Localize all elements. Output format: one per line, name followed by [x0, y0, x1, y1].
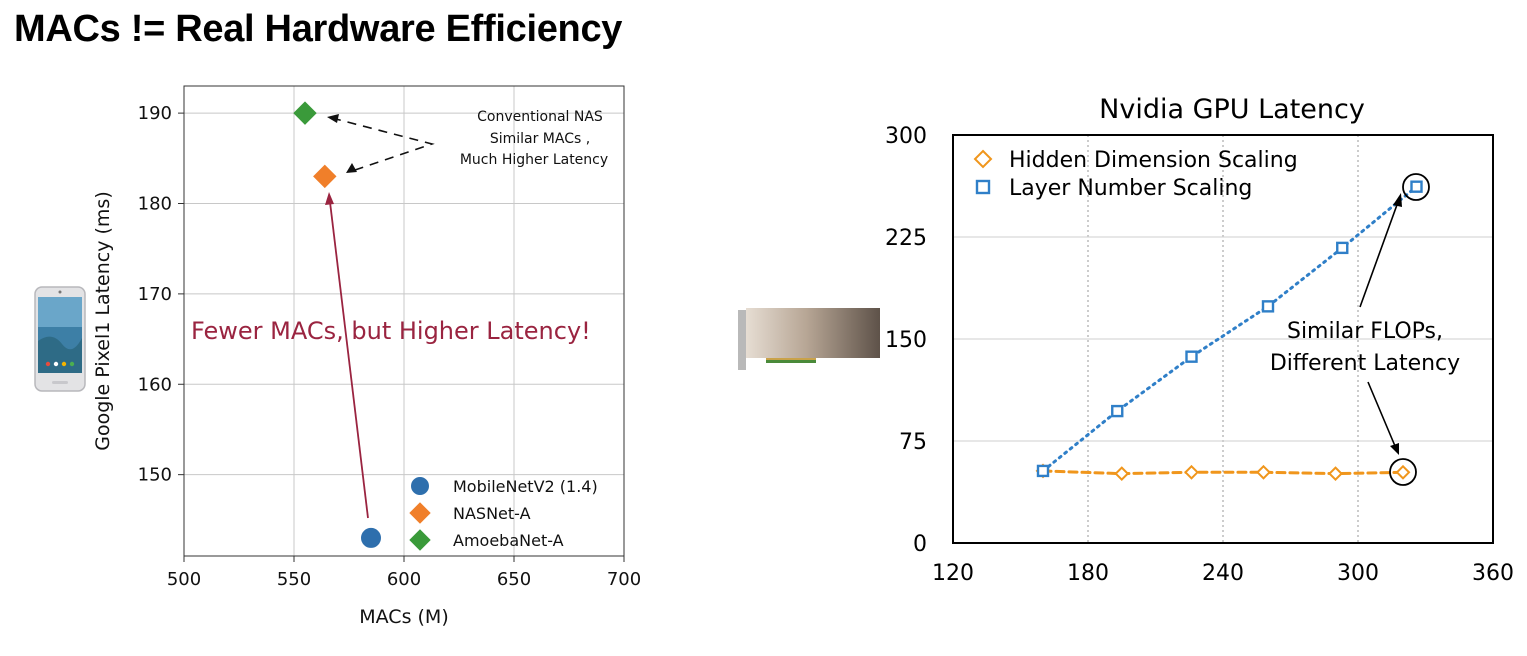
left-y-axis-label: Google Pixel1 Latency (ms)	[92, 191, 114, 451]
left-y-tick-label: 150	[138, 465, 172, 486]
right-point-layer-number-scaling	[1036, 464, 1050, 478]
fewer-macs-arrow	[325, 192, 369, 519]
right-x-tick-label: 300	[1337, 561, 1379, 586]
right-point-layer-number-scaling	[1111, 404, 1124, 418]
left-y-ticks: 150 160 170 180 190	[138, 103, 184, 486]
right-y-tick-label: 150	[885, 328, 927, 353]
right-point-hidden-dimension-scaling	[1184, 464, 1199, 480]
left-y-tick-label: 190	[138, 103, 172, 124]
left-x-tick-label: 650	[497, 569, 531, 590]
right-chart-legend: Hidden Dimension Scaling Layer Number Sca…	[973, 148, 1298, 201]
gpu-card-icon	[738, 308, 880, 370]
right-y-tick-label: 75	[899, 430, 927, 455]
slide-title: MACs != Real Hardware Efficiency	[14, 8, 623, 50]
left-legend-label: AmoebaNet-A	[453, 531, 564, 550]
nas-annotation-line1: Conventional NAS	[477, 109, 603, 125]
right-chart-lines	[1041, 185, 1418, 476]
highlight-circle-top	[1402, 173, 1430, 201]
right-y-tick-label: 0	[913, 532, 927, 557]
left-x-tick-label: 700	[607, 569, 641, 590]
left-legend-label: MobileNetV2 (1.4)	[453, 477, 598, 496]
right-x-ticks: 120 180 240 300 360	[932, 561, 1514, 586]
left-legend-marker	[411, 477, 429, 495]
right-y-tick-label: 300	[885, 124, 927, 149]
left-y-tick-label: 170	[138, 284, 172, 305]
right-point-hidden-dimension-scaling	[1114, 466, 1130, 482]
left-x-ticks: 500 550 600 650 700	[167, 556, 641, 590]
right-chart-frame	[952, 134, 1494, 544]
left-legend-marker	[409, 502, 431, 524]
phone-icon	[34, 286, 86, 392]
right-legend-label: Layer Number Scaling	[1009, 176, 1252, 201]
right-y-tick-label: 225	[885, 226, 927, 251]
nas-annotation-arrows	[327, 114, 435, 173]
right-series-line-layer-number-scaling	[1041, 185, 1418, 473]
right-x-tick-label: 180	[1067, 561, 1109, 586]
right-point-hidden-dimension-scaling	[1256, 464, 1271, 480]
left-x-tick-label: 550	[277, 569, 311, 590]
left-legend-label: NASNet-A	[453, 504, 531, 523]
left-y-tick-label: 160	[138, 374, 172, 395]
right-point-hidden-dimension-scaling	[1328, 466, 1343, 482]
flops-annotation-arrows	[1359, 193, 1402, 455]
highlight-circle-bottom	[1389, 458, 1417, 486]
right-legend-marker	[973, 149, 993, 169]
right-chart-title: Nvidia GPU Latency	[1099, 94, 1365, 125]
flops-annotation-line2: Different Latency	[1270, 351, 1460, 376]
right-point-layer-number-scaling	[1185, 350, 1198, 363]
flops-annotation-line1: Similar FLOPs,	[1287, 319, 1443, 344]
fewer-macs-annotation: Fewer MACs, but Higher Latency!	[191, 317, 591, 345]
right-series-line-hidden-dimension-scaling	[1041, 469, 1405, 476]
right-point-layer-number-scaling	[1410, 180, 1423, 193]
right-point-layer-number-scaling	[1261, 300, 1275, 313]
nas-annotation-line3: Much Higher Latency	[460, 152, 608, 168]
right-chart-points	[1035, 180, 1423, 482]
right-legend-label: Hidden Dimension Scaling	[1009, 148, 1298, 173]
left-point-amoebanet-a	[293, 101, 317, 125]
left-y-tick-label: 180	[138, 194, 172, 215]
left-chart-points	[293, 101, 381, 548]
right-legend-marker	[975, 179, 991, 195]
right-x-tick-label: 360	[1472, 561, 1514, 586]
left-legend-marker	[409, 529, 431, 551]
right-x-tick-label: 240	[1202, 561, 1244, 586]
left-x-tick-label: 600	[387, 569, 421, 590]
left-x-tick-label: 500	[167, 569, 201, 590]
right-point-layer-number-scaling	[1336, 241, 1349, 255]
nas-annotation-line2: Similar MACs ,	[490, 131, 590, 147]
right-y-ticks: 0 75 150 225 300	[885, 124, 927, 557]
left-chart-legend: MobileNetV2 (1.4) NASNet-A AmoebaNet-A	[409, 477, 598, 551]
left-point-nasnet-a	[313, 164, 337, 189]
left-x-axis-label: MACs (M)	[359, 606, 448, 628]
right-chart-grid	[953, 135, 1493, 543]
left-point-mobilenetv2-1-4-	[361, 527, 381, 548]
right-point-hidden-dimension-scaling	[1395, 464, 1411, 480]
right-x-tick-label: 120	[932, 561, 974, 586]
